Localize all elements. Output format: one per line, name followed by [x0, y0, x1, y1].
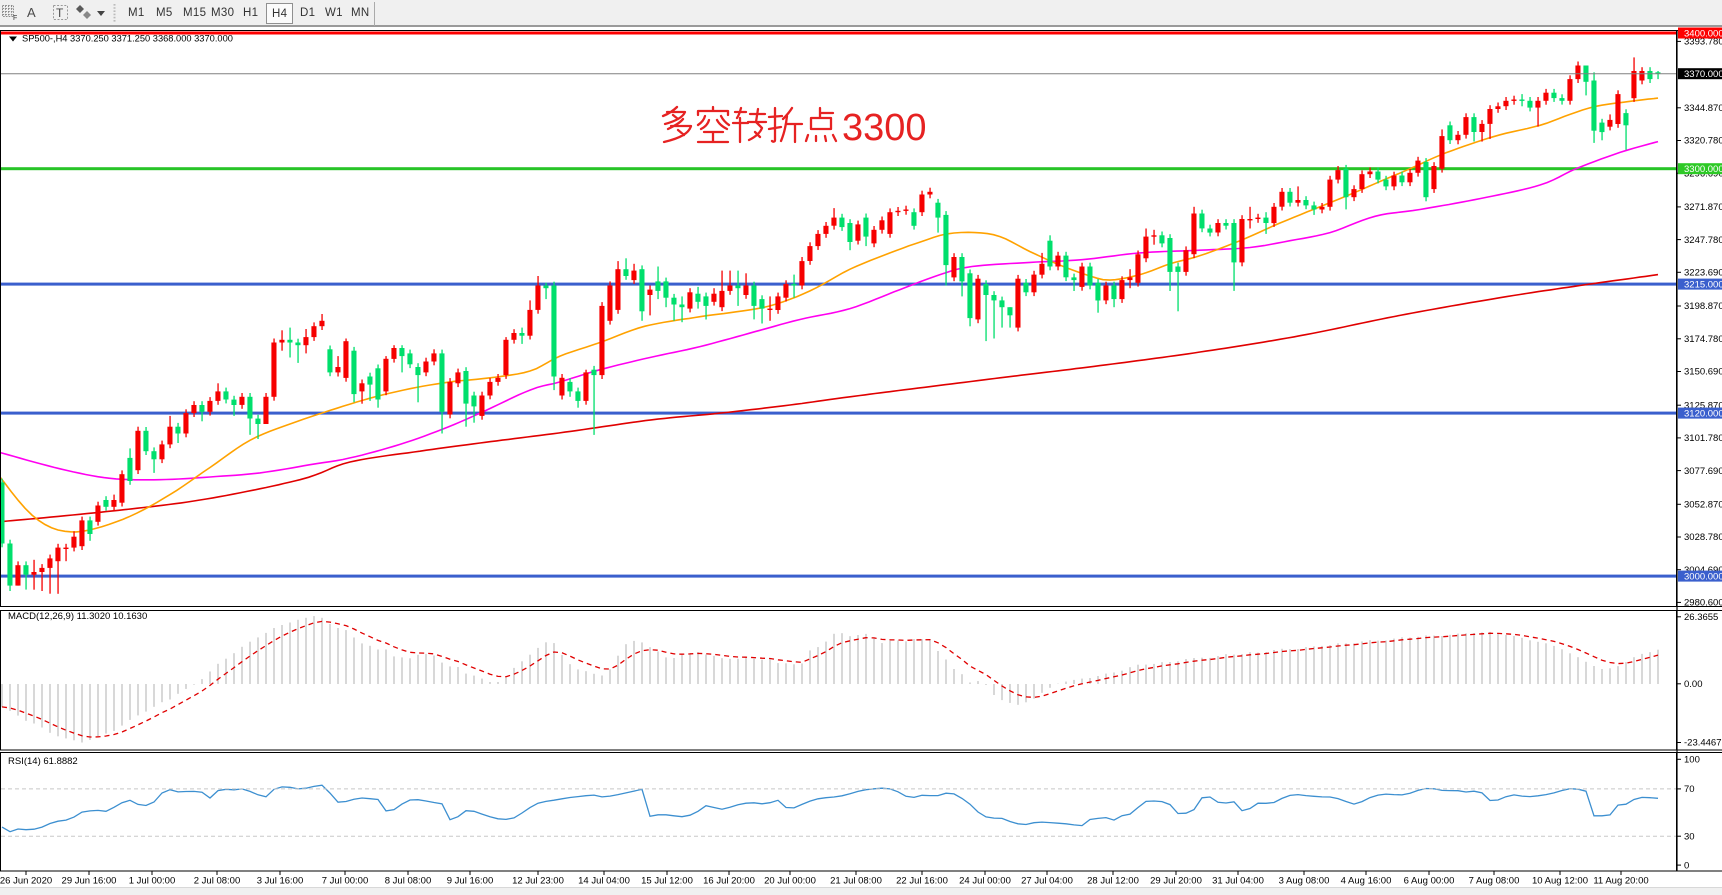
- svg-text:3 Jul 16:00: 3 Jul 16:00: [257, 876, 303, 887]
- svg-text:3077.690: 3077.690: [1684, 466, 1722, 477]
- svg-text:3393.780: 3393.780: [1684, 37, 1722, 48]
- svg-text:9 Jul 16:00: 9 Jul 16:00: [447, 876, 493, 887]
- svg-text:8 Jul 08:00: 8 Jul 08:00: [385, 876, 431, 887]
- svg-text:3000.000: 3000.000: [1684, 572, 1722, 583]
- svg-text:3150.690: 3150.690: [1684, 367, 1722, 378]
- svg-text:3101.780: 3101.780: [1684, 433, 1722, 444]
- svg-text:26.3655: 26.3655: [1684, 612, 1718, 623]
- svg-text:MACD(12,26,9) 11.3020 10.1630: MACD(12,26,9) 11.3020 10.1630: [8, 611, 147, 622]
- svg-text:-23.4467: -23.4467: [1684, 738, 1722, 749]
- svg-text:0.00: 0.00: [1684, 679, 1703, 690]
- svg-text:RSI(14) 61.8882: RSI(14) 61.8882: [8, 756, 78, 767]
- svg-text:3271.870: 3271.870: [1684, 202, 1722, 213]
- svg-text:26 Jun 2020: 26 Jun 2020: [0, 876, 52, 887]
- svg-text:SP500-,H4 3370.250 3371.250 3: SP500-,H4 3370.250 3371.250 3368.000 337…: [22, 34, 233, 44]
- svg-text:F: F: [13, 15, 17, 22]
- svg-text:21 Jul 08:00: 21 Jul 08:00: [830, 876, 882, 887]
- svg-text:24 Jul 00:00: 24 Jul 00:00: [959, 876, 1011, 887]
- svg-text:2980.600: 2980.600: [1684, 598, 1722, 609]
- svg-text:28 Jul 12:00: 28 Jul 12:00: [1087, 876, 1139, 887]
- svg-text:0: 0: [1684, 860, 1689, 871]
- svg-text:3400.000: 3400.000: [1684, 29, 1722, 40]
- svg-text:1 Jul 00:00: 1 Jul 00:00: [129, 876, 175, 887]
- svg-text:2 Jul 08:00: 2 Jul 08:00: [194, 876, 240, 887]
- svg-text:7 Aug 08:00: 7 Aug 08:00: [1469, 876, 1520, 887]
- svg-text:3 Aug 08:00: 3 Aug 08:00: [1279, 876, 1330, 887]
- svg-text:3198.870: 3198.870: [1684, 301, 1722, 312]
- svg-text:3215.000: 3215.000: [1684, 280, 1722, 291]
- svg-text:6 Aug 00:00: 6 Aug 00:00: [1404, 876, 1455, 887]
- svg-text:29 Jul 20:00: 29 Jul 20:00: [1150, 876, 1202, 887]
- svg-text:3223.690: 3223.690: [1684, 268, 1722, 279]
- svg-text:15 Jul 12:00: 15 Jul 12:00: [641, 876, 693, 887]
- svg-text:3247.780: 3247.780: [1684, 235, 1722, 246]
- svg-text:3300: 3300: [842, 107, 927, 149]
- svg-text:29 Jun 16:00: 29 Jun 16:00: [62, 876, 117, 887]
- svg-text:3320.780: 3320.780: [1684, 136, 1722, 147]
- svg-text:70: 70: [1684, 784, 1695, 795]
- svg-text:T: T: [56, 6, 64, 20]
- svg-text:3028.780: 3028.780: [1684, 532, 1722, 543]
- svg-text:10 Aug 12:00: 10 Aug 12:00: [1532, 876, 1588, 887]
- svg-text:27 Jul 04:00: 27 Jul 04:00: [1021, 876, 1073, 887]
- svg-text:30: 30: [1684, 831, 1695, 842]
- svg-text:22 Jul 16:00: 22 Jul 16:00: [896, 876, 948, 887]
- svg-text:20 Jul 00:00: 20 Jul 00:00: [764, 876, 816, 887]
- svg-text:12 Jul 23:00: 12 Jul 23:00: [512, 876, 564, 887]
- svg-text:3052.870: 3052.870: [1684, 500, 1722, 511]
- svg-text:3125.870: 3125.870: [1684, 400, 1722, 411]
- svg-text:100: 100: [1684, 755, 1700, 766]
- svg-text:3300.000: 3300.000: [1684, 164, 1722, 175]
- svg-text:3004.690: 3004.690: [1684, 565, 1722, 576]
- svg-text:3120.000: 3120.000: [1684, 409, 1722, 420]
- svg-text:11 Aug 20:00: 11 Aug 20:00: [1593, 876, 1648, 887]
- svg-text:7 Jul 00:00: 7 Jul 00:00: [322, 876, 368, 887]
- svg-text:31 Jul 04:00: 31 Jul 04:00: [1212, 876, 1264, 887]
- svg-text:A: A: [27, 5, 36, 20]
- svg-text:16 Jul 20:00: 16 Jul 20:00: [703, 876, 755, 887]
- svg-text:14 Jul 04:00: 14 Jul 04:00: [578, 876, 630, 887]
- svg-text:3174.780: 3174.780: [1684, 334, 1722, 345]
- svg-text:4 Aug 16:00: 4 Aug 16:00: [1341, 876, 1392, 887]
- svg-text:3370.000: 3370.000: [1684, 69, 1722, 80]
- svg-text:3344.870: 3344.870: [1684, 103, 1722, 114]
